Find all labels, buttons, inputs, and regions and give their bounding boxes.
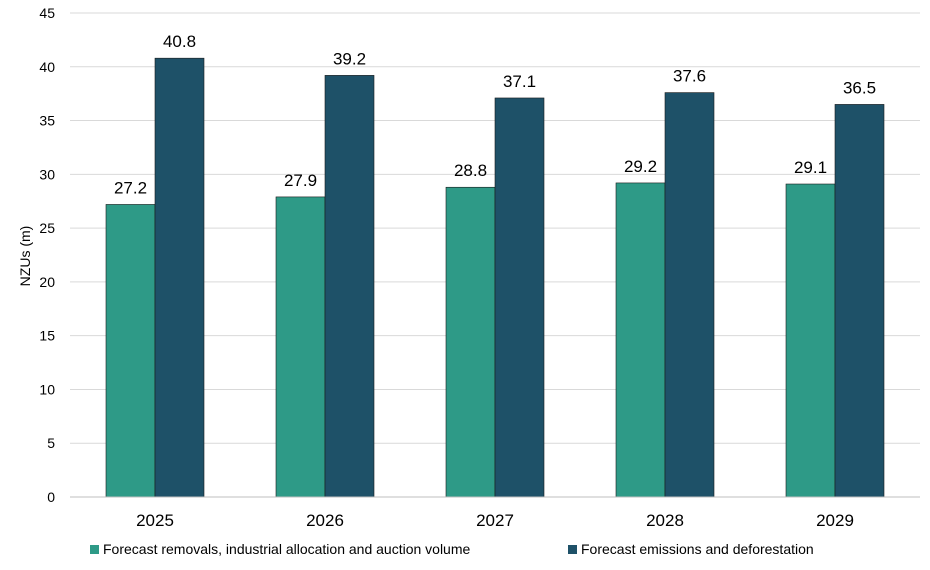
legend: Forecast removals, industrial allocation… — [90, 541, 814, 557]
y-tick-label: 30 — [39, 166, 55, 182]
data-label: 40.8 — [163, 32, 196, 51]
data-label: 36.5 — [843, 78, 876, 97]
y-tick-label: 35 — [39, 113, 55, 129]
legend-label-removals: Forecast removals, industrial allocation… — [103, 541, 471, 557]
bar-series-1-2027 — [494, 97, 545, 498]
x-tick-label: 2027 — [476, 511, 514, 530]
y-tick-label: 15 — [39, 328, 55, 344]
bar-series-0-2028 — [615, 182, 666, 498]
bar-series-1-2025 — [154, 57, 205, 498]
data-label: 27.2 — [114, 178, 147, 197]
bar-series-1-2028 — [664, 92, 715, 498]
data-label: 28.8 — [454, 161, 487, 180]
data-label: 29.1 — [794, 158, 827, 177]
y-tick-label: 20 — [39, 274, 55, 290]
y-tick-label: 45 — [39, 5, 55, 21]
x-tick-label: 2025 — [136, 511, 174, 530]
x-tick-label: 2028 — [646, 511, 684, 530]
data-label: 27.9 — [284, 171, 317, 190]
y-axis-title: NZUs (m) — [17, 226, 33, 287]
bar-series-0-2027 — [445, 186, 496, 498]
bar-series-0-2029 — [785, 183, 836, 498]
x-tick-label: 2029 — [816, 511, 854, 530]
data-label: 29.2 — [624, 157, 657, 176]
bar-series-1-2026 — [324, 75, 375, 498]
y-tick-label: 10 — [39, 381, 55, 397]
legend-swatch-emissions — [568, 545, 577, 554]
legend-label-emissions: Forecast emissions and deforestation — [581, 541, 814, 557]
y-tick-label: 5 — [47, 435, 55, 451]
x-axis-ticks: 2025 2026 2027 2028 2029 — [136, 511, 854, 530]
y-axis-ticks: 0 5 10 15 20 25 30 35 40 45 — [39, 5, 55, 505]
data-label: 37.1 — [503, 72, 536, 91]
y-tick-label: 25 — [39, 220, 55, 236]
bar-series-1-2029 — [834, 104, 885, 498]
y-tick-label: 0 — [47, 489, 55, 505]
y-tick-label: 40 — [39, 59, 55, 75]
bars — [105, 57, 885, 498]
x-tick-label: 2026 — [306, 511, 344, 530]
bar-series-0-2025 — [105, 204, 156, 498]
bar-series-0-2026 — [275, 196, 326, 498]
legend-swatch-removals — [90, 545, 99, 554]
data-label: 37.6 — [673, 67, 706, 86]
data-label: 39.2 — [333, 49, 366, 68]
data-labels: 27.2 40.8 27.9 39.2 28.8 37.1 29.2 37.6 29.1 36.5 — [114, 32, 876, 197]
